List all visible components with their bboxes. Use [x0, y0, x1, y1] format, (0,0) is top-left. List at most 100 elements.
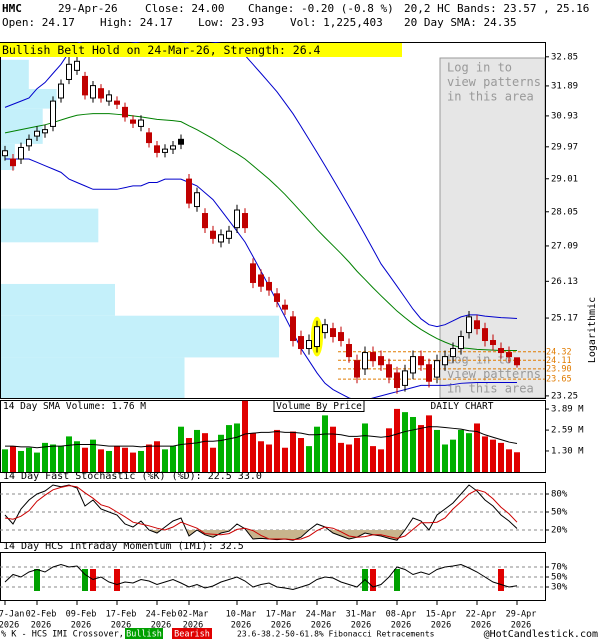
volume-bar [122, 447, 128, 472]
volume-bar [402, 412, 408, 472]
volume-bar [82, 447, 88, 472]
volume-bar [330, 426, 336, 472]
overlay-line [4, 42, 518, 328]
x-tick-label: 22-Apr [466, 610, 497, 620]
volume-bar [266, 444, 272, 472]
volume-sma-line [5, 426, 518, 449]
x-tick-year: 2026 [511, 621, 531, 631]
candle-body [514, 357, 520, 366]
volume-bar [106, 450, 112, 472]
volume-bar [410, 416, 416, 472]
volume-bar [98, 449, 104, 472]
symbol: HMC [2, 2, 22, 15]
candle-body [258, 274, 264, 287]
volume-bar [306, 446, 312, 472]
candle-body [442, 356, 448, 366]
volume-bar [242, 400, 248, 472]
fib-label: 23.90 [546, 364, 572, 374]
candle-body [362, 352, 368, 370]
volume-bar [146, 444, 152, 472]
candle-body [154, 145, 160, 153]
candle-body [330, 328, 336, 338]
y-tick-label: 29.97 [551, 142, 578, 152]
candle-body [290, 316, 296, 342]
x-tick-label: 29-Apr [506, 610, 537, 620]
candle-body [178, 138, 184, 145]
candle-body [66, 63, 72, 80]
y-tick-label: 2.59 M [551, 426, 584, 436]
y-tick-label: 50% [551, 508, 568, 518]
volume-bar [482, 436, 488, 472]
x-tick-label: 24-Feb [146, 610, 177, 620]
annotation: DAILY CHART [431, 401, 494, 412]
bullish-crossover [34, 569, 40, 591]
candle-body [210, 230, 216, 239]
candle-body [394, 372, 400, 388]
y-tick-label: 1.30 M [551, 446, 584, 456]
x-tick-year: 2026 [71, 621, 91, 631]
y-tick-label: 27.09 [551, 241, 578, 251]
fib-label: 24.11 [546, 356, 572, 366]
x-tick-label: 24-Mar [306, 610, 337, 620]
volume-bar [26, 447, 32, 472]
candle-body [490, 340, 496, 346]
volume-bar [274, 429, 280, 472]
pattern-title: Bullish Belt Hold on 24-Mar-26, Strength… [2, 43, 321, 57]
candle-body [266, 281, 272, 291]
volume-bar [58, 446, 64, 472]
login-notice: view patterns [447, 75, 541, 89]
volume-plot [2, 400, 520, 472]
candle-body [498, 348, 504, 354]
x-tick-year: 2026 [31, 621, 51, 631]
volume-bar [18, 450, 24, 472]
candle-body [130, 119, 136, 124]
credit: @HotCandlestick.com [484, 629, 598, 640]
x-tick-label: 10-Mar [226, 610, 257, 620]
candle-body [474, 320, 480, 330]
x-tick-year: 2026 [151, 621, 171, 631]
candle-body [458, 336, 464, 350]
volume-bar [234, 423, 240, 472]
volume-bar [74, 441, 80, 472]
candle-body [418, 356, 424, 366]
bearish-crossover [370, 569, 376, 591]
volume-bar [170, 446, 176, 472]
candle-body [506, 352, 512, 358]
candle-body [450, 348, 456, 358]
candle-body [114, 100, 120, 105]
x-tick-year: 2026 [351, 621, 371, 631]
bands-legend: 20,2 HC Bands: 23.57 , 25.16 [404, 2, 589, 15]
high: High: 24.17 [100, 16, 173, 29]
candle-body [18, 146, 24, 160]
volume-bar [362, 423, 368, 472]
bullish-swatch [125, 628, 163, 639]
crossover-label: % K - HCS IMI Crossover, [1, 630, 124, 640]
candle-body [314, 326, 320, 348]
candle-body [162, 148, 168, 153]
volume-bar [138, 450, 144, 472]
volume-by-price-bar [1, 59, 29, 89]
volume-bar [250, 433, 256, 472]
volume-bar [186, 438, 192, 472]
candle-body [282, 304, 288, 310]
y-tick-label: 28.05 [551, 207, 578, 217]
candle-body [482, 328, 488, 342]
candle-body [410, 356, 416, 374]
candle-body [82, 75, 88, 96]
imi-title: 14 Day HCS Intraday Momentum (IMI): 32.5 [3, 541, 244, 552]
pattern-banner [0, 43, 402, 57]
bullish-label: Bullish [126, 630, 162, 640]
candle-body [42, 129, 48, 134]
volume-by-price-bar [1, 283, 116, 316]
volume-bar [178, 426, 184, 472]
volume-bar [450, 439, 456, 472]
y-tick-label: 80% [551, 490, 568, 500]
y-tick-label: 30% [551, 583, 568, 593]
volume-bar [130, 452, 136, 472]
y-tick-label: 23.25 [551, 391, 578, 401]
candle-body [346, 344, 352, 358]
volume-bar [514, 452, 520, 472]
candle-body [170, 145, 176, 150]
volume-bar [194, 429, 200, 472]
